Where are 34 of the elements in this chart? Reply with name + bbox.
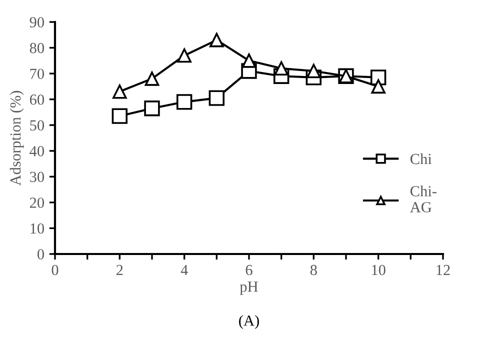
- point: [210, 32, 224, 48]
- point: [208, 90, 225, 106]
- point: [242, 54, 256, 68]
- y-tick-label: 90: [30, 17, 44, 28]
- y-tick-label: 80: [30, 42, 44, 54]
- y-tick-label: 0: [38, 249, 44, 260]
- x-tick-label: 0: [52, 264, 58, 276]
- point: [112, 84, 127, 99]
- legend-label: Chi: [410, 153, 432, 164]
- point: [306, 64, 321, 78]
- point: [176, 94, 192, 110]
- y-tick-label: 50: [30, 120, 44, 131]
- x-tick-label: 10: [372, 264, 386, 276]
- y-tick-label: 10: [30, 223, 44, 234]
- x-tick-label: 2: [116, 264, 123, 276]
- y-tick-label: 30: [30, 172, 44, 182]
- y-tick-label: 60: [30, 94, 44, 105]
- point: [371, 79, 386, 94]
- point: [144, 72, 160, 86]
- y-tick-label: 40: [30, 146, 44, 156]
- x-tick-label: 6: [246, 264, 252, 276]
- legend-label: Chi- AG: [410, 186, 436, 212]
- point: [274, 61, 288, 76]
- x-tick-label: 8: [310, 264, 317, 276]
- point: [177, 48, 192, 63]
- x-tick-label: 12: [436, 264, 450, 276]
- text: (A): [239, 315, 259, 329]
- y-tick-label: 20: [30, 198, 44, 208]
- y-axis-title: Adsorption (%): [10, 90, 24, 186]
- x-tick-label: 4: [180, 264, 188, 276]
- point: [144, 100, 160, 116]
- point: [112, 108, 128, 124]
- x-axis-title: pH: [240, 282, 258, 295]
- y-tick-label: 70: [30, 68, 44, 80]
